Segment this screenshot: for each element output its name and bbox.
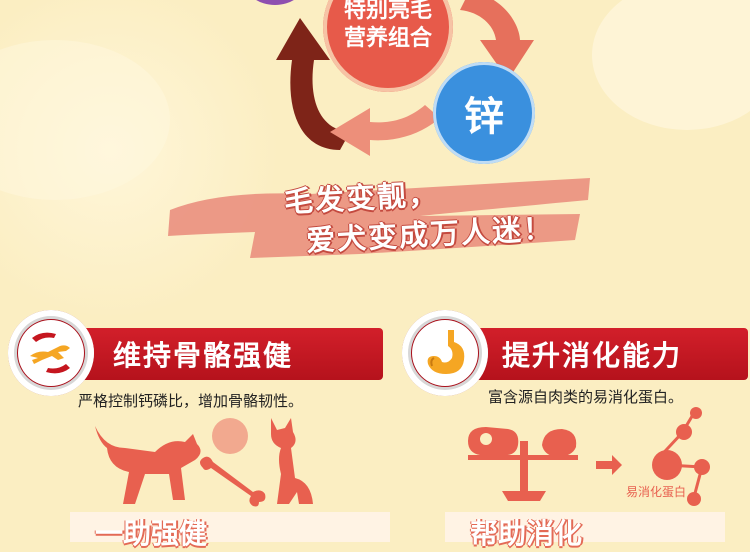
arrow-right-icon (596, 455, 622, 475)
slogan: 毛发变靓， 爱犬变成万人迷！ (283, 168, 555, 262)
cycle-arrow-bottom (330, 105, 440, 156)
digestible-protein-label: 易消化蛋白 (626, 485, 687, 499)
scale-post (520, 441, 528, 491)
brush-stroke (168, 178, 590, 258)
feature-left-desc: 严格控制钙磷比，增加骨骼韧性。 (78, 392, 304, 410)
digestion-illustration (468, 407, 710, 506)
molecule-node (676, 424, 692, 440)
bottom-text-right: 帮助消化 (470, 517, 583, 550)
feature-right-badge (402, 310, 488, 396)
bone-shape (200, 456, 266, 507)
feature-right-desc: 富含源自肉类的易消化蛋白。 (488, 388, 684, 406)
cycle-center-line2: 营养组合 (343, 26, 432, 51)
feature-left-title: 维持骨骼强健 (113, 339, 294, 372)
bottom-text-left: 一助强健 (95, 517, 208, 550)
feature-right-badge-inner (412, 320, 478, 386)
stretching-dog-shape (95, 426, 201, 504)
feature-right-title: 提升消化能力 (502, 339, 683, 372)
cycle-center-text: 特别亮毛 营养组合 (323, 0, 453, 53)
ball-shape (212, 418, 248, 454)
stomach-icon (427, 330, 465, 374)
cycle-center-line1: 特别亮毛 (343, 0, 432, 23)
molecule-node (694, 459, 710, 475)
steak-shape (468, 427, 519, 456)
running-dog-icon (30, 332, 70, 374)
feature-left-banner: 维持骨骼强健 (68, 328, 383, 380)
purple-nutrient-circle (245, 0, 305, 5)
dogs-bone-illustration (95, 418, 313, 507)
feature-left-badge (8, 310, 94, 396)
zinc-circle: 锌 (433, 62, 535, 164)
nutrition-cycle-diagram (276, 0, 534, 156)
cycle-arrow-right (460, 0, 534, 80)
feature-right-banner: 提升消化能力 (462, 328, 748, 380)
feature-left: 维持骨骼强健 严格控制钙磷比，增加骨骼韧性。 (8, 310, 388, 410)
standing-dog-shape (271, 418, 313, 504)
feature-left-badge-inner (18, 320, 84, 386)
feature-right: 提升消化能力 富含源自肉类的易消化蛋白。 (402, 310, 748, 406)
molecule-node-main (652, 450, 682, 480)
molecule-node (690, 407, 702, 419)
cycle-arrow-left (276, 18, 350, 150)
ham-shape (542, 429, 577, 457)
molecule-node (687, 492, 701, 506)
scale-base (502, 491, 546, 501)
